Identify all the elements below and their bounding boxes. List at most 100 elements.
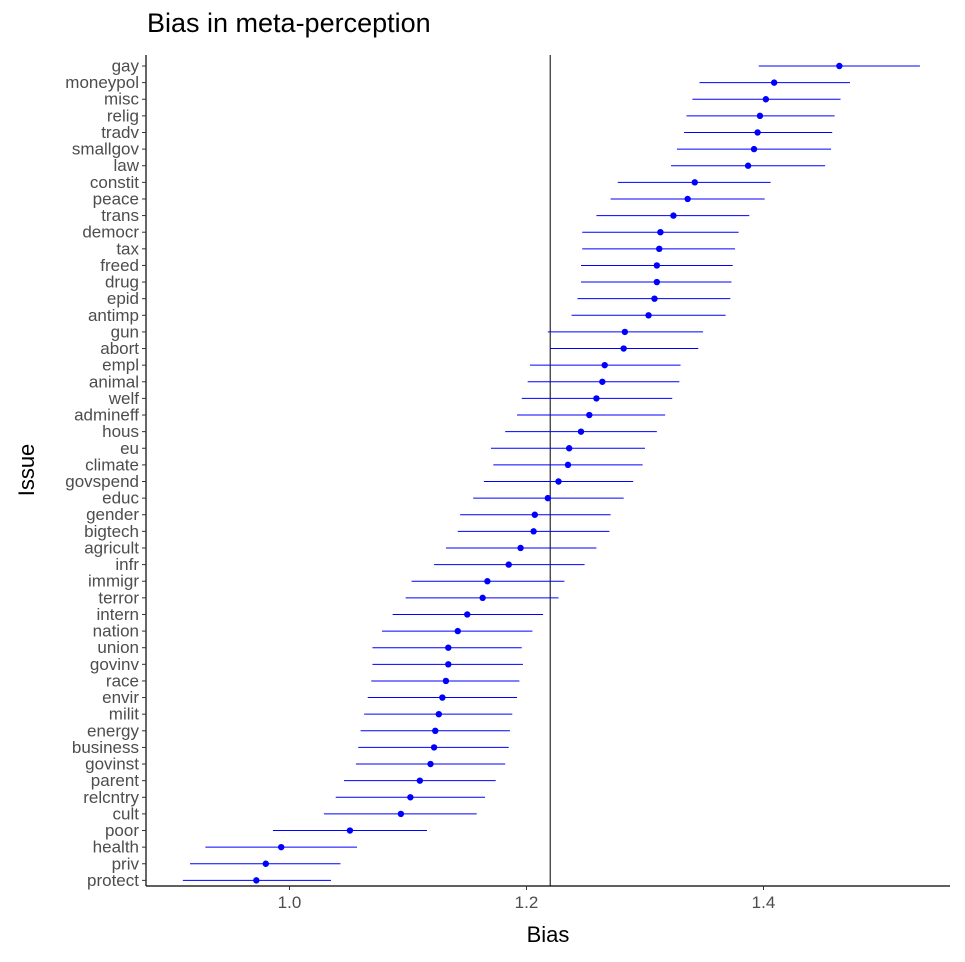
y-tick-label-abort: abort	[100, 339, 139, 358]
data-point-nation	[454, 627, 461, 635]
data-point-relcntry	[407, 794, 414, 801]
data-point-energy	[432, 727, 439, 734]
data-point-gun	[621, 328, 629, 336]
error-bars	[182, 65, 920, 881]
y-tick-label-bigtech: bigtech	[84, 522, 139, 541]
y-tick-label-welf: welf	[108, 389, 140, 408]
data-point-peace	[684, 195, 691, 203]
axes	[145, 55, 950, 887]
y-tick-label-business: business	[72, 738, 139, 757]
data-point-infr	[505, 561, 512, 568]
y-tick-label-trans: trans	[101, 206, 139, 225]
data-point-agricult	[517, 544, 524, 552]
data-point-protect	[253, 877, 260, 884]
x-tick-label-1.0: 1.0	[278, 893, 302, 912]
y-tick-label-tradv: tradv	[101, 123, 139, 142]
y-tick-label-cult: cult	[113, 804, 140, 823]
data-point-cult	[397, 810, 405, 818]
y-tick-label-govinst: govinst	[85, 755, 139, 774]
y-tick-label-poor: poor	[105, 821, 139, 840]
y-tick-label-infr: infr	[115, 555, 139, 574]
y-tick-label-govinv: govinv	[90, 655, 140, 674]
y-tick-label-nation: nation	[93, 622, 139, 641]
y-tick-label-agricult: agricult	[84, 538, 139, 557]
y-tick-label-govspend: govspend	[65, 472, 139, 491]
data-point-misc	[762, 96, 770, 103]
y-tick-label-priv: priv	[112, 854, 140, 873]
y-tick-label-envir: envir	[102, 688, 139, 707]
data-point-milit	[435, 710, 443, 718]
y-tick-label-relcntry: relcntry	[83, 788, 139, 807]
y-tick-label-energy: energy	[87, 721, 139, 740]
data-point-freed	[653, 262, 661, 269]
y-tick-label-animal: animal	[89, 372, 139, 391]
x-axis-label: Bias	[526, 922, 570, 947]
data-point-democr	[657, 229, 664, 236]
data-point-bigtech	[530, 528, 537, 535]
data-point-climate	[564, 461, 572, 469]
y-tick-label-union: union	[97, 638, 139, 657]
y-tick-label-relig: relig	[107, 106, 139, 125]
data-point-health	[278, 843, 285, 851]
data-point-govinv	[445, 661, 452, 668]
y-tick-label-eu: eu	[120, 439, 139, 458]
y-tick-label-peace: peace	[93, 189, 139, 208]
y-tick-label-epid: epid	[107, 289, 139, 308]
data-point-law	[744, 162, 752, 169]
data-point-govinst	[427, 760, 434, 768]
y-tick-label-terror: terror	[98, 588, 139, 607]
y-tick-label-immigr: immigr	[88, 572, 139, 591]
y-tick-label-misc: misc	[104, 90, 139, 109]
y-tick-label-gun: gun	[111, 322, 139, 341]
data-point-gay	[836, 62, 843, 70]
data-point-union	[445, 644, 452, 651]
y-tick-label-antimp: antimp	[88, 306, 139, 325]
data-point-constit	[691, 179, 698, 186]
x-tick-labels: 1.0 1.2 1.4	[278, 886, 775, 912]
y-tick-label-race: race	[106, 671, 139, 690]
data-point-tax	[656, 245, 663, 253]
data-point-animal	[599, 378, 606, 385]
y-tick-label-constit: constit	[90, 173, 139, 192]
y-tick-label-moneypol: moneypol	[65, 73, 139, 92]
y-tick-label-admineff: admineff	[74, 406, 139, 425]
y-axis-label: Issue	[14, 443, 39, 497]
data-point-relig	[756, 112, 764, 120]
data-point-race	[442, 677, 450, 685]
data-point-business	[430, 744, 438, 751]
x-tick-label-1.2: 1.2	[515, 893, 539, 912]
y-tick-label-protect: protect	[87, 871, 139, 890]
data-point-moneypol	[770, 79, 778, 86]
data-point-poor	[346, 827, 354, 834]
data-point-gender	[531, 511, 538, 518]
y-tick-label-tax: tax	[116, 239, 139, 258]
data-point-drug	[653, 278, 661, 286]
data-point-eu	[565, 445, 573, 452]
y-tick-label-drug: drug	[105, 273, 139, 292]
y-tick-labels: gaymoneypolmiscreligtradvsmallgovlawcons…	[65, 57, 146, 890]
data-point-empl	[601, 361, 608, 369]
y-tick-label-empl: empl	[102, 356, 139, 375]
data-point-tradv	[754, 129, 761, 136]
data-point-admineff	[586, 411, 593, 419]
y-tick-label-health: health	[93, 838, 139, 857]
y-tick-label-hous: hous	[102, 422, 139, 441]
data-point-hous	[577, 428, 585, 435]
data-point-abort	[620, 345, 627, 352]
data-point-smallgov	[750, 145, 758, 153]
data-point-envir	[439, 694, 446, 701]
y-tick-label-law: law	[113, 156, 139, 175]
data-point-govspend	[555, 478, 562, 485]
data-point-parent	[416, 777, 424, 784]
y-tick-label-intern: intern	[96, 605, 139, 624]
data-point-welf	[593, 395, 600, 402]
y-tick-label-gender: gender	[86, 505, 139, 524]
y-tick-label-democr: democr	[82, 223, 139, 242]
chart-title: Bias in meta-perception	[147, 8, 431, 38]
y-tick-label-gay: gay	[112, 57, 140, 76]
data-point-trans	[670, 212, 677, 219]
data-point-epid	[651, 295, 658, 302]
data-point-antimp	[645, 312, 652, 319]
y-tick-label-smallgov: smallgov	[72, 140, 140, 159]
